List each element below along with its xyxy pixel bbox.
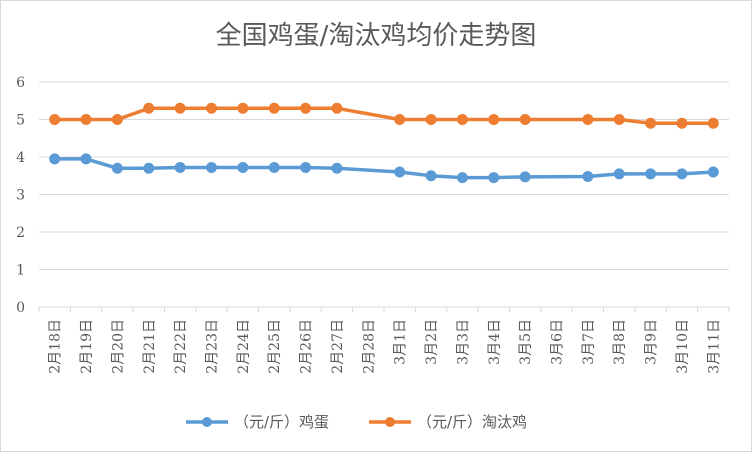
data-point xyxy=(488,114,500,125)
y-tick-label: 0 xyxy=(16,300,25,316)
data-point xyxy=(206,102,217,114)
data-point xyxy=(331,162,343,174)
x-tick-label: 2月28日 xyxy=(361,319,377,374)
data-point xyxy=(300,162,312,173)
data-point xyxy=(519,114,531,125)
x-tick-label: 2月19日 xyxy=(79,319,95,374)
data-point xyxy=(111,162,123,174)
data-point xyxy=(707,117,719,129)
legend-swatch-marker xyxy=(385,417,395,427)
data-point xyxy=(80,153,92,165)
data-point xyxy=(488,172,500,184)
x-tick-label: 2月27日 xyxy=(330,319,346,374)
data-point xyxy=(49,114,61,125)
y-tick-label: 5 xyxy=(16,113,25,129)
data-point xyxy=(174,102,186,114)
chart-title: 全国鸡蛋/淘汰鸡均价走势图 xyxy=(215,21,537,51)
data-point xyxy=(394,114,406,125)
data-point xyxy=(613,114,625,125)
data-point xyxy=(707,166,719,178)
x-tick-label: 3月3日 xyxy=(455,319,471,365)
data-point xyxy=(676,117,688,129)
data-point xyxy=(645,168,657,180)
x-tick-label: 2月25日 xyxy=(267,319,283,374)
y-tick-label: 3 xyxy=(16,188,25,204)
data-point xyxy=(425,114,437,125)
x-tick-label: 2月23日 xyxy=(205,319,221,374)
data-point xyxy=(237,162,249,173)
x-tick-label: 3月6日 xyxy=(550,319,566,365)
data-point xyxy=(268,102,280,114)
y-tick-label: 1 xyxy=(16,263,25,279)
x-tick-label: 2月21日 xyxy=(142,319,158,374)
x-tick-label: 3月5日 xyxy=(518,319,534,365)
x-tick-label: 2月26日 xyxy=(299,319,315,374)
legend-label: （元/斤）淘汰鸡 xyxy=(417,413,527,431)
data-point xyxy=(676,168,688,180)
data-point xyxy=(582,171,594,182)
data-point xyxy=(519,171,531,183)
x-tick-label: 2月22日 xyxy=(173,319,189,374)
data-point xyxy=(80,114,92,125)
x-tick-label: 3月2日 xyxy=(424,319,440,365)
data-point xyxy=(645,117,657,129)
data-point xyxy=(174,162,186,173)
x-tick-label: 3月11日 xyxy=(706,319,722,374)
data-point xyxy=(331,102,343,114)
y-tick-label: 4 xyxy=(16,150,25,166)
x-tick-label: 3月1日 xyxy=(393,319,409,365)
data-point xyxy=(456,114,468,125)
y-tick-label: 2 xyxy=(16,225,25,241)
y-tick-label: 6 xyxy=(16,75,25,91)
data-point xyxy=(111,114,123,125)
data-point xyxy=(456,172,468,184)
data-point xyxy=(613,168,625,180)
data-point xyxy=(143,162,155,174)
x-tick-label: 2月24日 xyxy=(236,319,252,374)
data-point xyxy=(394,166,406,178)
data-point xyxy=(206,162,217,173)
data-point xyxy=(237,102,249,114)
data-point xyxy=(49,153,61,165)
data-point xyxy=(425,170,437,182)
legend-swatch-marker xyxy=(202,417,212,427)
x-tick-label: 3月4日 xyxy=(487,319,503,365)
x-tick-label: 3月7日 xyxy=(581,319,597,365)
data-point xyxy=(300,102,312,114)
x-tick-label: 3月9日 xyxy=(644,319,660,365)
x-tick-label: 3月8日 xyxy=(612,319,628,365)
data-point xyxy=(268,162,280,173)
x-tick-label: 2月18日 xyxy=(48,319,64,374)
x-tick-label: 3月10日 xyxy=(675,319,691,374)
x-tick-label: 2月20日 xyxy=(110,319,126,374)
data-point xyxy=(582,114,594,125)
data-point xyxy=(143,102,155,114)
legend-label: （元/斤）鸡蛋 xyxy=(234,413,329,431)
